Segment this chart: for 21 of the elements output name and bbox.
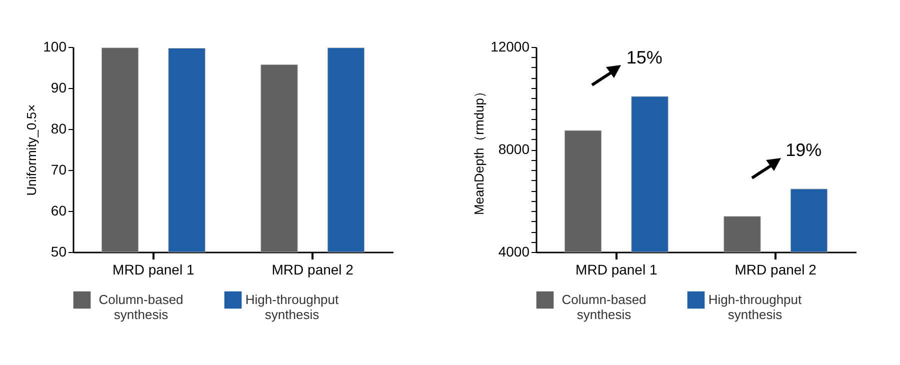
annotation: 15% [626, 47, 662, 68]
y-tick-label: 70 [50, 162, 67, 178]
y-tick-label: 80 [50, 120, 67, 136]
x-tick-label: MRD panel 2 [734, 262, 817, 278]
legend-label: High-throughput synthesis [245, 292, 339, 322]
y-tick-label: 8000 [498, 141, 530, 157]
legend-label: High-throughput synthesis [708, 292, 802, 322]
y-tick-label: 50 [50, 244, 67, 260]
y-tick-label: 90 [50, 80, 67, 96]
legend-label: Column-based synthesis [562, 292, 646, 322]
y-tick-label: 12000 [490, 38, 530, 54]
y-tick-label: 60 [50, 202, 67, 218]
y-axis-title: Uniformity_0.5× [24, 104, 40, 196]
y-tick-label: 4000 [498, 244, 530, 260]
x-tick-label: MRD panel 1 [576, 262, 658, 278]
y-axis-title: MeanDepth（rmdup） [472, 84, 487, 216]
y-tick-label: 100 [43, 38, 67, 54]
x-tick-label: MRD panel 2 [272, 262, 354, 278]
annotation: 19% [786, 140, 822, 160]
x-tick-label: MRD panel 1 [112, 262, 194, 278]
legend-label: Column-based synthesis [98, 292, 184, 322]
